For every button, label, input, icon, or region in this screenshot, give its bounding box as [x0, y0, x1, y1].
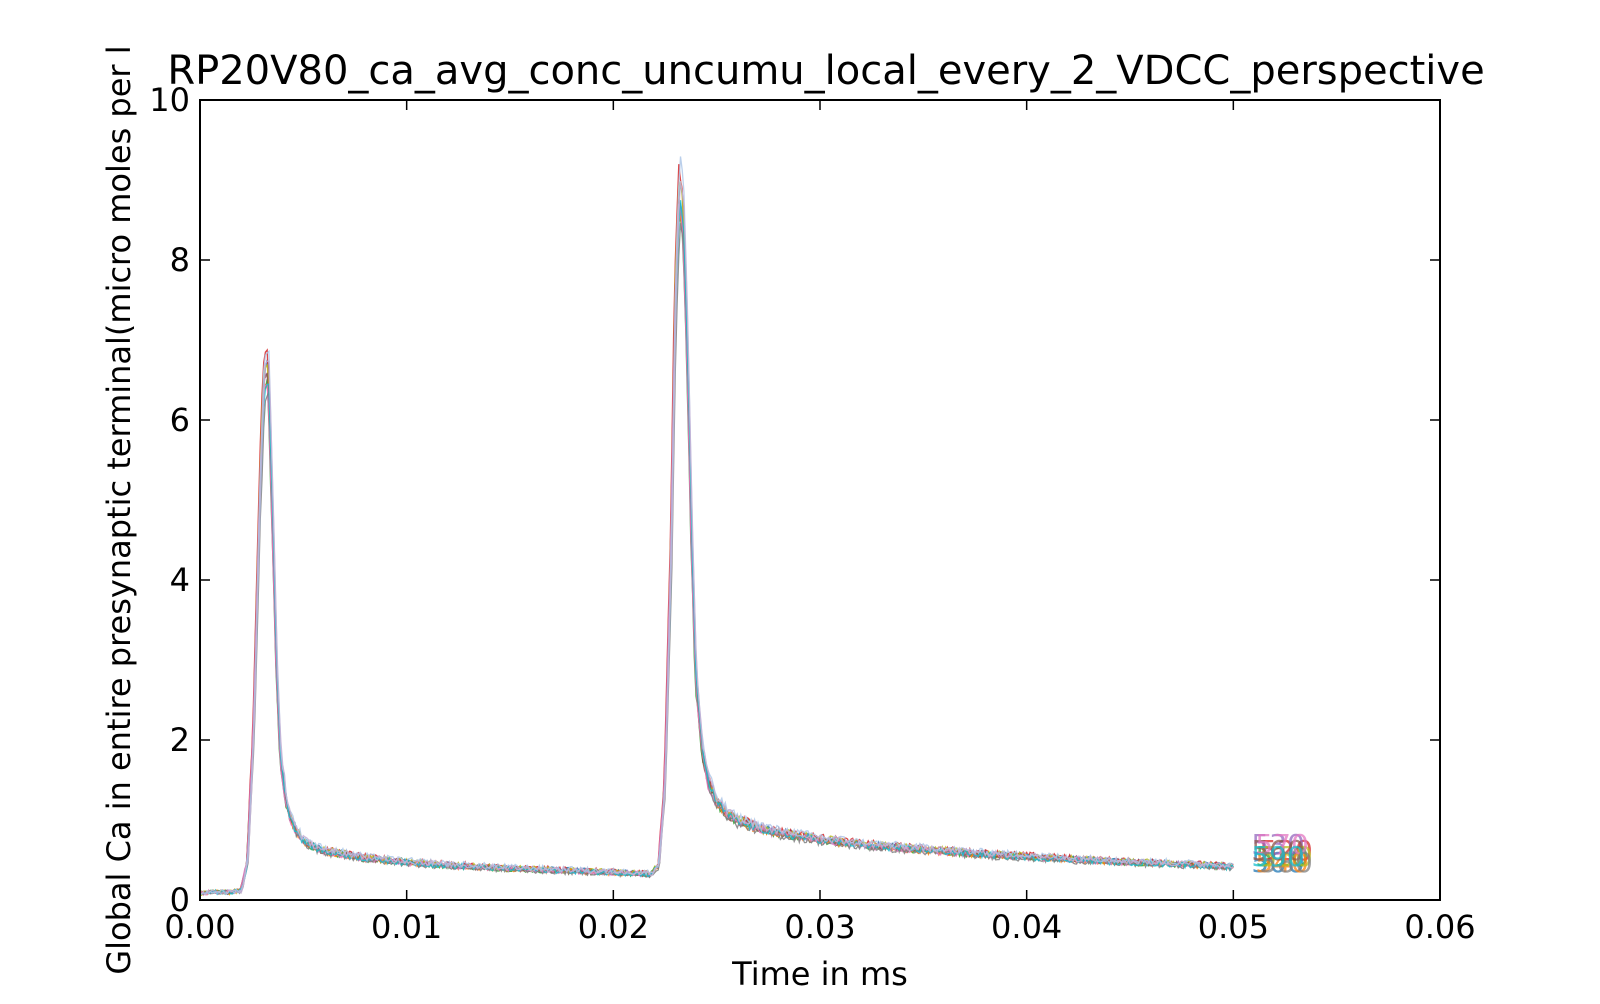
x-axis-label: Time in ms — [731, 955, 908, 993]
series-line — [199, 156, 1234, 895]
x-tick-label: 0.06 — [1404, 908, 1475, 946]
series-end-label: 560 — [1251, 834, 1304, 867]
plot-frame — [199, 99, 1441, 901]
series-line — [199, 201, 1234, 896]
series-line — [199, 182, 1234, 896]
series-end-label: 570 — [1255, 828, 1308, 861]
series-end-label: 520 — [1259, 834, 1312, 867]
series-end-label: 500 — [1251, 846, 1304, 879]
y-tick-label: 0 — [170, 881, 190, 919]
x-tick-label: 0.02 — [578, 908, 649, 946]
series-line — [199, 164, 1234, 896]
series-end-label: 540 — [1255, 846, 1308, 879]
x-tick-label: 0.01 — [371, 908, 442, 946]
series-end-label: 510 — [1255, 840, 1308, 873]
y-axis-label: Global Ca in entire presynaptic terminal… — [100, 45, 138, 974]
axis-ticks: 0.00 0.01 0.02 0.03 0.04 0.05 0.06 0 2 4 6 8 10 — [149, 81, 1475, 946]
y-tick-label: 10 — [149, 81, 190, 119]
y-tick-label: 4 — [170, 561, 190, 599]
series-line — [199, 181, 1234, 896]
series-line — [199, 198, 1234, 896]
x-tick-label: 0.05 — [1198, 908, 1269, 946]
x-tick-label: 0.00 — [164, 908, 235, 946]
chart-title: RP20V80_ca_avg_conc_uncumu_local_every_2… — [167, 48, 1484, 94]
y-tick-label: 2 — [170, 721, 190, 759]
x-tick-label: 0.03 — [784, 908, 855, 946]
series-end-label: 580 — [1259, 846, 1312, 879]
x-tick-label: 0.04 — [991, 908, 1062, 946]
series-line — [199, 215, 1234, 896]
y-tick-label: 6 — [170, 401, 190, 439]
series-line — [199, 223, 1234, 896]
series-line — [199, 202, 1234, 896]
series-line — [199, 180, 1234, 896]
series-layer — [199, 156, 1234, 897]
series-end-label: 590 — [1251, 840, 1304, 873]
series-end-label: 530 — [1251, 828, 1304, 861]
series-line — [199, 203, 1234, 897]
series-line — [199, 200, 1234, 896]
y-tick-label: 8 — [170, 241, 190, 279]
series-end-label: 550 — [1259, 840, 1312, 873]
